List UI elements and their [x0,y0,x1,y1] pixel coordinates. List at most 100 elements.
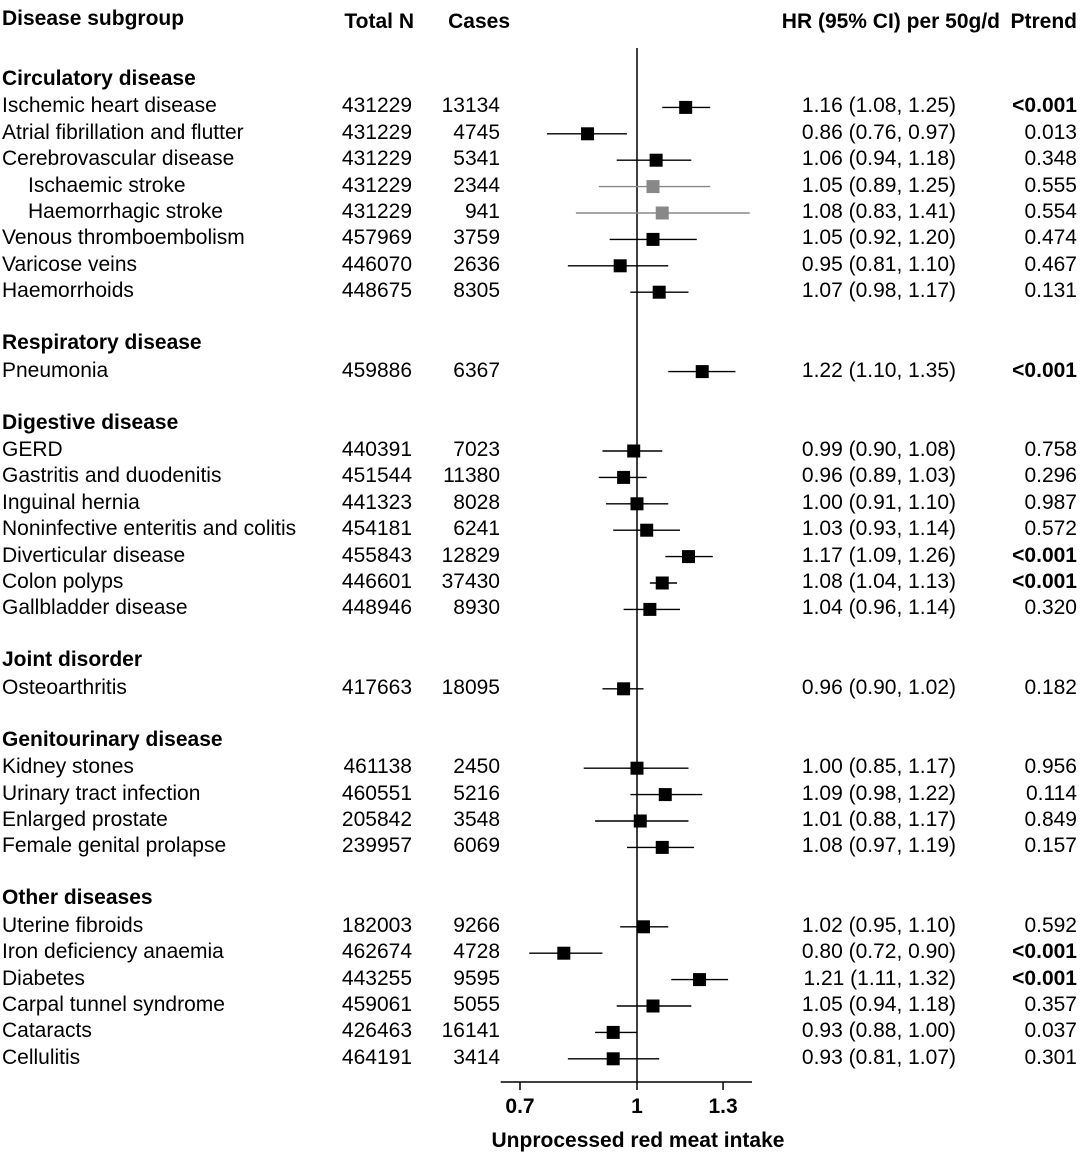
row-total-n: 205842 [341,808,412,831]
row-total-n: 459886 [341,358,412,382]
row-cases: 37430 [441,570,500,593]
row-hr-ci: 1.04 (0.96, 1.14) [801,596,956,620]
row-total-n: 239957 [341,834,412,858]
row-cases: 12829 [441,543,500,567]
row-label: Urinary tract infection [2,781,201,805]
row-cases: 8305 [453,279,500,303]
row-ptrend: 0.320 [1024,596,1077,620]
header-subgroup: Disease subgroup [2,7,185,30]
row-hr-ci: 1.09 (0.98, 1.22) [801,781,956,805]
hr-point-marker [613,259,627,273]
row-ptrend: <0.001 [1012,94,1077,118]
hr-point-marker [646,180,660,194]
row-hr-ci: 1.08 (1.04, 1.13) [801,570,956,593]
row-cases: 5216 [453,781,500,805]
hr-point-marker [652,285,666,299]
hr-point-marker [633,814,647,828]
row-ptrend: 0.554 [1024,200,1077,223]
row-hr-ci: 1.05 (0.94, 1.18) [801,993,956,1016]
row-hr-ci: 0.99 (0.90, 1.08) [801,438,956,461]
hr-point-marker [646,232,660,246]
group-heading: Circulatory disease [2,67,196,90]
row-hr-ci: 1.03 (0.93, 1.14) [801,517,956,541]
row-total-n: 457969 [341,226,412,250]
row-hr-ci: 0.86 (0.76, 0.97) [801,120,956,144]
row-cases: 18095 [441,675,500,699]
row-hr-ci: 1.02 (0.95, 1.10) [801,913,956,937]
row-label: Kidney stones [2,755,134,779]
row-hr-ci: 0.93 (0.88, 1.00) [801,1019,956,1043]
hr-point-marker [640,523,654,537]
row-ptrend: <0.001 [1012,570,1077,593]
row-cases: 3759 [453,226,500,250]
hr-point-marker [646,999,660,1013]
row-label: GERD [2,438,63,461]
row-total-n: 443255 [341,966,412,990]
row-cases: 6069 [453,834,500,858]
hr-point-marker [606,1052,620,1066]
row-cases: 7023 [453,438,500,461]
x-tick-label: 0.7 [505,1095,535,1118]
row-total-n: 426463 [341,1019,412,1043]
row-hr-ci: 1.07 (0.98, 1.17) [801,279,956,303]
row-ptrend: 0.301 [1024,1045,1077,1069]
row-ptrend: 0.037 [1024,1019,1077,1043]
row-total-n: 417663 [341,675,412,699]
row-label: Inguinal hernia [2,490,140,514]
row-ptrend: <0.001 [1012,940,1077,964]
row-cases: 8930 [453,596,500,620]
row-hr-ci: 0.80 (0.72, 0.90) [801,940,956,964]
group-heading: Digestive disease [2,410,179,434]
row-ptrend: 0.474 [1024,226,1077,250]
row-ptrend: 0.157 [1024,834,1077,858]
row-cases: 3414 [453,1045,500,1069]
row-label: Venous thromboembolism [2,226,245,250]
row-ptrend: 0.114 [1026,781,1077,805]
row-ptrend: 0.592 [1024,913,1077,937]
row-total-n: 462674 [341,940,412,964]
row-cases: 9595 [453,966,500,990]
row-ptrend: 0.987 [1024,490,1077,514]
row-hr-ci: 0.93 (0.81, 1.07) [801,1045,956,1069]
row-ptrend: 0.348 [1024,147,1077,171]
header-cases: Cases [448,10,510,33]
row-label: Carpal tunnel syndrome [2,993,225,1016]
row-total-n: 182003 [341,913,412,937]
row-total-n: 446070 [341,252,412,276]
row-hr-ci: 1.01 (0.88, 1.17) [801,808,956,831]
row-total-n: 454181 [341,517,412,541]
row-label: Uterine fibroids [2,913,144,937]
row-cases: 3548 [453,808,500,831]
row-ptrend: <0.001 [1012,543,1077,567]
row-hr-ci: 1.00 (0.91, 1.10) [801,490,956,514]
row-cases: 5055 [453,993,500,1016]
row-label: Ischemic heart disease [2,94,217,118]
group-heading: Joint disorder [2,648,143,672]
row-label: Cellulitis [2,1045,81,1069]
hr-point-marker [617,470,631,484]
row-ptrend: <0.001 [1012,966,1077,990]
row-cases: 13134 [441,94,500,118]
hr-point-marker [617,682,631,696]
x-tick-label: 1 [631,1095,643,1118]
hr-point-marker [693,973,707,987]
group-heading: Genitourinary disease [2,727,223,751]
row-ptrend: 0.849 [1024,808,1077,831]
row-label: Pneumonia [2,358,109,382]
row-label: Gastritis and duodenitis [2,464,222,488]
row-hr-ci: 1.08 (0.97, 1.19) [801,834,956,858]
row-ptrend: 0.296 [1024,464,1077,488]
row-cases: 11380 [443,464,500,488]
row-ptrend: <0.001 [1012,358,1077,382]
hr-point-marker [630,497,644,511]
row-hr-ci: 0.96 (0.89, 1.03) [801,464,956,488]
hr-point-marker [627,444,641,458]
hr-point-marker [655,206,669,220]
row-total-n: 441323 [341,490,412,514]
row-hr-ci: 1.00 (0.85, 1.17) [801,755,956,779]
row-total-n: 460551 [341,781,412,805]
row-hr-ci: 1.17 (1.09, 1.26) [801,543,956,567]
hr-point-marker [682,550,696,564]
row-total-n: 448946 [341,596,412,620]
